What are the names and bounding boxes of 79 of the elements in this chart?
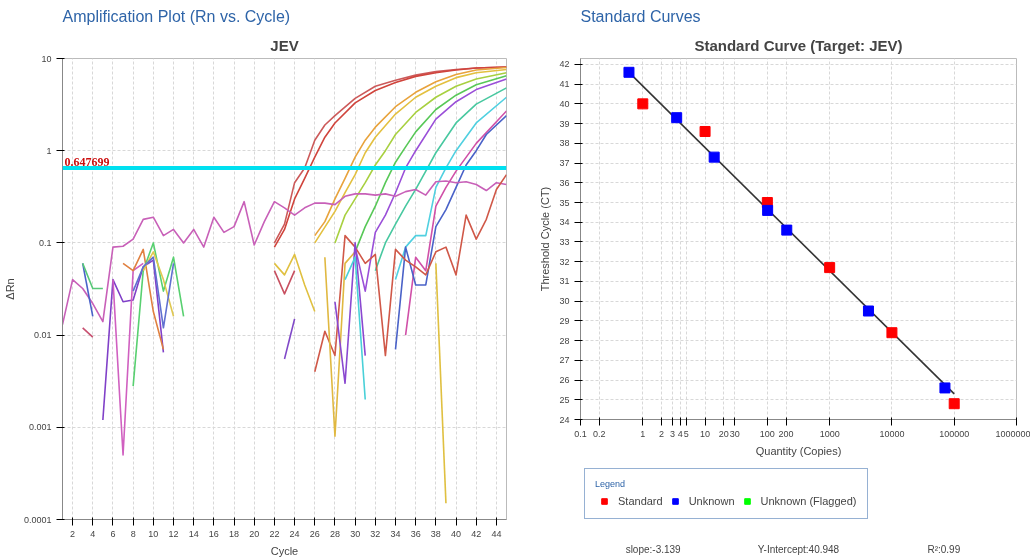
legend-label: Standard	[618, 495, 663, 507]
x-tick-label: 12	[168, 528, 179, 539]
y-tick-label: 0.01	[33, 330, 52, 341]
x-tick-label: 1	[640, 428, 646, 439]
legend-title: Legend	[595, 479, 627, 489]
x-tick-label: 6	[110, 528, 116, 539]
x-tick-label: 26	[309, 528, 320, 539]
x-tick-label: 200	[778, 428, 794, 439]
ref-line-label: 0.647699	[64, 155, 110, 170]
x-tick-label: 30	[350, 528, 361, 539]
x-tick-label: 30	[729, 428, 740, 439]
x-tick-label: 36	[410, 528, 421, 539]
y-tick-label: 33	[559, 236, 570, 247]
y-tick-label: 1	[46, 145, 52, 156]
y-tick-label: 37	[559, 158, 570, 169]
x-tick-label: 3	[670, 428, 676, 439]
x-tick-label: 14	[188, 528, 199, 539]
legend-label: Unknown (Flagged)	[760, 495, 857, 507]
x-tick-label: 40	[451, 528, 462, 539]
y-tick-label: 35	[559, 197, 570, 208]
x-tick-label: 1000000	[995, 428, 1030, 439]
chart-title: Amplification Plot (Rn vs. Cycle)	[62, 7, 291, 25]
x-tick-label: 34	[390, 528, 401, 539]
y-tick-label: 36	[559, 177, 570, 188]
y-tick-label: 26	[559, 375, 570, 386]
y-tick-label: 0.1	[38, 237, 52, 248]
x-tick-label: 2	[70, 528, 76, 539]
y-tick-label: 42	[559, 59, 570, 70]
chart-title: Standard Curves	[580, 7, 701, 25]
x-tick-label: 8	[130, 528, 136, 539]
x-tick-label: 18	[229, 528, 240, 539]
y-tick-label: 29	[559, 315, 570, 326]
x-axis-title: Quantity (Copies)	[755, 444, 842, 457]
y-axis-title: Threshold Cycle (CT)	[539, 186, 552, 292]
x-tick-label: 44	[491, 528, 502, 539]
y-tick-label: 25	[559, 394, 570, 405]
chart-subtitle: JEV	[270, 36, 299, 54]
x-tick-label: 22	[269, 528, 280, 539]
y-tick-label: 38	[559, 138, 570, 149]
y-tick-label: 30	[559, 296, 570, 307]
x-tick-label: 2	[659, 428, 665, 439]
x-tick-label: 24	[289, 528, 300, 539]
y-axis-title: ΔRn	[3, 278, 16, 300]
text: R²:0.99	[927, 543, 961, 555]
x-tick-label: 10000	[879, 428, 905, 439]
x-tick-label: 16	[208, 528, 219, 539]
x-tick-label: 0.2	[592, 428, 606, 439]
y-tick-label: 0.0001	[23, 514, 52, 525]
x-tick-label: 1000	[819, 428, 840, 439]
x-tick-label: 5	[683, 428, 689, 439]
y-tick-label: 41	[559, 79, 570, 90]
text: slope:-3.139	[625, 543, 682, 555]
y-tick-label: 34	[559, 217, 570, 228]
y-tick-label: 28	[559, 335, 570, 346]
x-tick-label: 0.1	[574, 428, 587, 439]
y-tick-label: 0.001	[28, 422, 52, 433]
chart-subtitle: Standard Curve (Target: JEV)	[694, 36, 903, 54]
x-tick-label: 10	[700, 428, 711, 439]
x-tick-label: 32	[370, 528, 381, 539]
x-tick-label: 100000	[939, 428, 970, 439]
y-tick-label: 24	[559, 414, 570, 425]
x-tick-label: 42	[471, 528, 482, 539]
x-tick-label: 4	[677, 428, 683, 439]
x-tick-label: 38	[430, 528, 441, 539]
text: Y-Intercept:40.948	[757, 543, 840, 555]
y-tick-label: 27	[559, 355, 570, 366]
x-tick-label: 28	[329, 528, 340, 539]
y-tick-label: 40	[559, 98, 570, 109]
x-tick-label: 10	[148, 528, 159, 539]
x-tick-label: 4	[90, 528, 96, 539]
y-tick-label: 32	[559, 256, 570, 267]
y-tick-label: 10	[41, 53, 52, 64]
y-tick-label: 31	[559, 276, 570, 287]
x-tick-label: 20	[718, 428, 729, 439]
y-tick-label: 39	[559, 118, 570, 129]
x-axis-title: Cycle	[270, 544, 299, 557]
legend-label: Unknown	[688, 495, 735, 507]
x-tick-label: 20	[249, 528, 260, 539]
x-tick-label: 100	[759, 428, 775, 439]
